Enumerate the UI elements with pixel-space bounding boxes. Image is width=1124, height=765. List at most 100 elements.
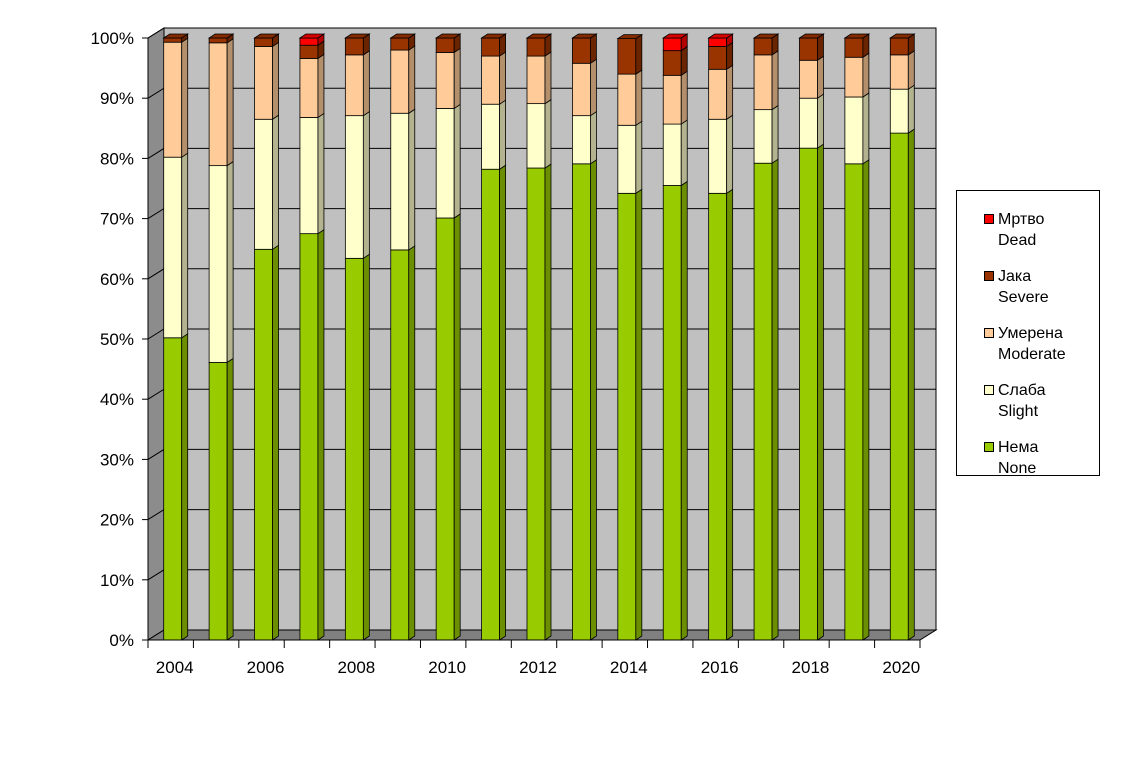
bar-segment-severe-2016 bbox=[708, 41, 734, 71]
bar-face bbox=[435, 52, 455, 109]
bar-side bbox=[907, 50, 915, 90]
bar-face bbox=[753, 37, 773, 56]
axes bbox=[142, 37, 921, 648]
bar-face bbox=[254, 46, 273, 120]
legend-item-severe: Јака Severe bbox=[957, 257, 1097, 307]
bar-side bbox=[771, 158, 779, 641]
legend-label-serbian: Нема bbox=[998, 439, 1039, 456]
x-tick-label: 2020 bbox=[882, 658, 920, 677]
bar-segment-moderate-2009 bbox=[390, 45, 416, 114]
bar-top-2020 bbox=[888, 33, 916, 39]
x-tick-label: 2016 bbox=[701, 658, 739, 677]
bar-side bbox=[771, 104, 779, 164]
bar-side bbox=[226, 38, 234, 167]
bar-face bbox=[753, 109, 773, 164]
legend-swatch-none bbox=[984, 442, 994, 452]
bar-side bbox=[544, 51, 552, 105]
bar-face bbox=[481, 168, 500, 641]
bar-face bbox=[662, 123, 682, 186]
legend-item-dead: Мртво Dead bbox=[957, 200, 1097, 250]
bar-face bbox=[753, 162, 773, 641]
bar-segment-slight-2009 bbox=[390, 108, 416, 251]
bar-top-2007 bbox=[298, 33, 326, 39]
bar-face bbox=[844, 56, 864, 98]
bar-segment-moderate-2004 bbox=[163, 37, 189, 158]
bar-face bbox=[799, 97, 818, 149]
bar-side bbox=[726, 188, 734, 641]
bar-segment-slight-2011 bbox=[481, 99, 506, 170]
bar-segment-slight-2012 bbox=[526, 98, 552, 169]
bar-side bbox=[817, 55, 824, 99]
x-tick-label: 2018 bbox=[792, 658, 830, 677]
bar-side bbox=[726, 64, 734, 121]
bar-segment-none-2019 bbox=[844, 159, 870, 641]
bar-face bbox=[344, 54, 364, 117]
legend-label-english: Slight bbox=[998, 403, 1039, 420]
bar-face bbox=[299, 58, 319, 118]
bar-segment-none-2020 bbox=[889, 128, 915, 641]
legend-item-none: Нема None bbox=[957, 428, 1097, 478]
bar-segment-none-2008 bbox=[344, 253, 370, 641]
bar-face bbox=[526, 37, 546, 57]
legend-swatch-moderate bbox=[984, 328, 994, 338]
gridline bbox=[147, 27, 936, 39]
bar-segment-moderate-2006 bbox=[254, 41, 279, 121]
bar-face bbox=[163, 156, 183, 339]
legend-label-serbian: Умерена bbox=[998, 325, 1063, 342]
bar-segment-slight-2006 bbox=[254, 114, 279, 251]
bar-face bbox=[889, 88, 909, 134]
y-axis-tick-labels: 0% 10% 20% 30% 40% 50% 60% 70% 80% 90% 100% bbox=[91, 29, 134, 650]
bar-face bbox=[889, 37, 909, 56]
bar-face bbox=[526, 103, 546, 169]
bar-side bbox=[272, 41, 279, 121]
bar-face bbox=[481, 103, 500, 170]
bar-side bbox=[907, 84, 915, 134]
bar-face bbox=[344, 115, 364, 259]
bar-face bbox=[889, 132, 909, 641]
legend-label-english: Moderate bbox=[998, 346, 1066, 363]
bar-face bbox=[344, 37, 364, 56]
bar-segment-none-2018 bbox=[799, 143, 824, 641]
bar-face bbox=[617, 192, 637, 641]
bar-side bbox=[817, 93, 824, 149]
bar-face bbox=[844, 96, 864, 165]
bar-side bbox=[181, 37, 189, 158]
bar-face bbox=[254, 118, 273, 250]
bar-segment-moderate-2005 bbox=[208, 38, 234, 167]
legend-label-slight: Слаба Slight bbox=[998, 380, 1045, 422]
bar-side bbox=[862, 92, 870, 165]
legend-label-serbian: Слаба bbox=[998, 382, 1046, 399]
bar-segment-slight-2019 bbox=[844, 92, 870, 165]
bar-face bbox=[753, 54, 773, 111]
bar-face bbox=[844, 163, 864, 641]
bar-segment-none-2006 bbox=[254, 244, 279, 641]
bar-segment-none-2004 bbox=[163, 333, 189, 641]
bar-face bbox=[208, 42, 228, 167]
legend-swatch-severe bbox=[984, 271, 994, 281]
bar-face bbox=[708, 118, 728, 194]
bar-side bbox=[590, 110, 597, 165]
bar-face bbox=[435, 108, 455, 219]
bar-segment-moderate-2012 bbox=[526, 51, 552, 105]
bar-side bbox=[362, 253, 370, 641]
bar-face bbox=[299, 117, 319, 235]
bar-face bbox=[844, 37, 864, 58]
bar-face bbox=[435, 37, 455, 53]
bar-side bbox=[635, 120, 643, 195]
bar-segment-none-2007 bbox=[299, 228, 325, 641]
bar-side bbox=[453, 103, 461, 219]
bar-side bbox=[680, 180, 688, 641]
bar-segment-moderate-2014 bbox=[617, 69, 643, 127]
bar-side bbox=[590, 159, 597, 641]
bar-side bbox=[408, 245, 416, 641]
bar-face bbox=[299, 37, 319, 46]
bar-segment-none-2013 bbox=[572, 159, 597, 641]
bar-side bbox=[499, 99, 506, 170]
bar-segment-severe-2012 bbox=[526, 33, 552, 57]
bar-face bbox=[208, 362, 228, 641]
bar-side bbox=[862, 52, 870, 98]
bar-top-2013 bbox=[571, 33, 598, 39]
bar-segment-none-2015 bbox=[662, 180, 688, 641]
y-tick-label: 10% bbox=[100, 571, 134, 590]
bar-top-2011 bbox=[480, 33, 507, 39]
